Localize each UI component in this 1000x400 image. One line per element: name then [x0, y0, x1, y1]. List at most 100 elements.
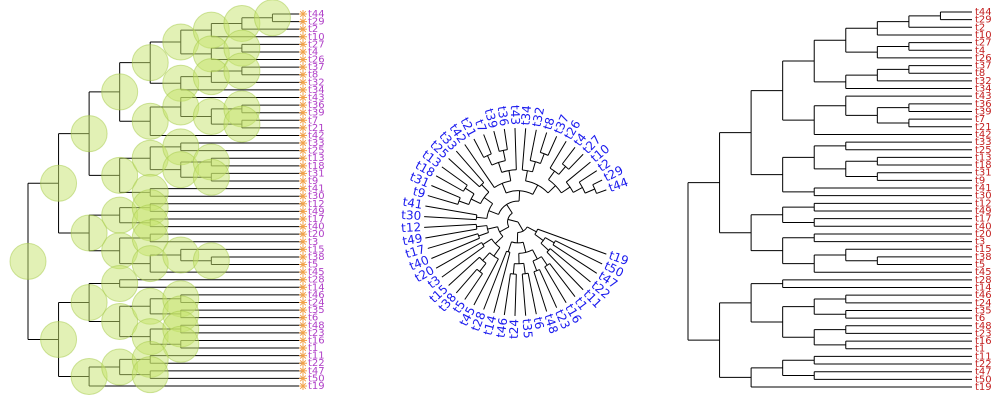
tree-branch: [501, 183, 507, 194]
tree-branch: [493, 131, 500, 152]
tree-branch: [592, 179, 603, 186]
tip-label: t45: [975, 267, 992, 278]
tip-star-icon: [299, 192, 307, 201]
tip-label: t36: [975, 99, 992, 110]
tree-branch: [441, 246, 485, 278]
tree-arc: [475, 214, 478, 220]
tip-label: t36: [308, 100, 325, 111]
tree-branch: [448, 256, 480, 286]
tip-label: t29: [975, 15, 992, 26]
tree-arc: [517, 226, 528, 233]
tip-star-icon: [299, 32, 307, 41]
tree-branch: [425, 228, 477, 239]
tree-branch: [579, 170, 598, 183]
tip-label: t32: [530, 106, 548, 128]
tree-branch: [534, 233, 544, 241]
tree-arc: [592, 184, 597, 194]
tree-arc: [549, 167, 560, 175]
tip-label: t22: [308, 358, 325, 369]
tip-star-ray: [299, 284, 307, 291]
tree-branch: [544, 266, 567, 303]
tip-star-ray: [299, 26, 307, 33]
node-marker: [101, 156, 139, 194]
tip-star-ray: [299, 185, 307, 192]
tree-arc: [491, 238, 501, 248]
tip-label: t5: [975, 260, 985, 271]
tip-label: t6: [975, 313, 985, 324]
tip-label: t1: [975, 344, 985, 355]
tip-label: t15: [975, 244, 992, 255]
tip-star-ray: [299, 132, 307, 139]
tip-star-ray: [299, 375, 307, 382]
tip-label: t6: [308, 313, 318, 324]
tree-branch: [464, 187, 475, 195]
tip-star-ray: [299, 352, 307, 359]
tip-label: t43: [508, 105, 523, 125]
tree-branch: [540, 242, 549, 251]
tip-star-icon: [299, 252, 307, 261]
tip-label: t49: [308, 206, 325, 217]
tip-label: t44: [607, 175, 631, 195]
tip-label: t21: [975, 122, 992, 133]
tip-label: t50: [308, 373, 325, 384]
tree-branch: [517, 221, 524, 232]
tip-label: t6: [531, 316, 547, 331]
node-marker: [192, 158, 230, 196]
tree-branch: [483, 134, 492, 155]
tip-star-ray: [299, 230, 307, 238]
tree-branch: [425, 205, 477, 216]
tip-star-ray: [299, 109, 307, 116]
tip-star-ray: [299, 200, 307, 207]
tip-label: t5: [308, 260, 318, 271]
tip-label: t19: [308, 381, 325, 392]
tip-label: t7: [472, 117, 490, 134]
tip-star-ray: [299, 337, 307, 344]
tip-star-icon: [299, 154, 307, 163]
tree-branch: [529, 129, 537, 161]
tip-star-ray: [299, 193, 307, 200]
tip-star-ray: [299, 170, 307, 177]
tip-star-ray: [299, 208, 307, 215]
tree-branch: [596, 189, 607, 194]
tree-branch: [506, 204, 513, 214]
tree-arc: [475, 224, 478, 230]
tip-star-ray: [299, 215, 307, 223]
tip-star-icon: [299, 25, 307, 34]
tip-label: t47: [308, 366, 325, 377]
tip-label: t7: [975, 114, 985, 125]
tree-arc: [552, 240, 556, 246]
tip-label: t39: [308, 108, 325, 119]
tree-branch: [499, 226, 510, 233]
tip-label: t17: [308, 214, 325, 225]
tree-branch: [481, 184, 490, 193]
tree-branch: [424, 223, 477, 228]
tip-star-icon: [299, 10, 307, 18]
tip-label: t9: [308, 176, 318, 187]
tip-label: t35: [975, 305, 992, 316]
tip-label: t41: [975, 183, 992, 194]
tip-label: t11: [975, 351, 992, 362]
tree-arc: [468, 193, 475, 205]
tip-star-ray: [299, 329, 307, 337]
tip-star-icon: [299, 214, 307, 223]
tree-arc: [507, 212, 513, 228]
tip-label: t12: [975, 198, 992, 209]
tip-label: t46: [308, 290, 325, 301]
tree-arc: [476, 268, 483, 275]
tip-label: t48: [975, 321, 992, 332]
node-marker: [101, 348, 139, 386]
tip-label: t38: [308, 252, 325, 263]
tree-branch: [522, 242, 527, 253]
tree-branch: [487, 226, 498, 230]
tip-label: t18: [975, 160, 992, 171]
tree-branch: [508, 170, 512, 181]
tip-label: t13: [308, 153, 325, 164]
tip-label: t21: [308, 123, 325, 134]
tree-nodes: [9, 0, 291, 396]
tip-star-ray: [299, 63, 307, 71]
tip-star-icon: [299, 336, 307, 345]
tip-label: t28: [468, 310, 488, 334]
tip-label: t10: [975, 30, 992, 41]
tip-label: t47: [975, 367, 992, 378]
